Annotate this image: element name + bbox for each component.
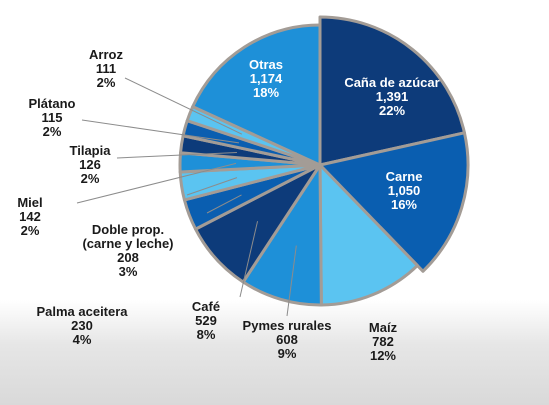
slice-label: Plátano 115 2% — [29, 97, 76, 139]
category-label: Miel — [17, 195, 43, 210]
value-label: 529 — [195, 313, 217, 328]
slice-label: Tilapia 126 2% — [70, 144, 111, 186]
leader-line — [239, 221, 259, 298]
slice-label: Arroz 111 2% — [89, 48, 123, 90]
slice-label: Palma aceitera 230 4% — [36, 305, 127, 347]
slice-label: Pymes rurales 608 9% — [243, 319, 332, 361]
pie-slice — [241, 163, 323, 307]
leader-line — [116, 152, 237, 159]
pie-slice — [318, 131, 470, 273]
slice-label: Caña de azúcar 1,391 22% — [344, 76, 439, 118]
category-label: Caña de azúcar — [344, 75, 440, 90]
percent-label: 2% — [80, 171, 100, 186]
percent-label: 12% — [369, 348, 397, 363]
category-label: Café — [191, 299, 221, 314]
leader-line — [124, 77, 243, 135]
pie-slice — [318, 163, 419, 307]
category-label: Palma aceitera — [36, 304, 128, 319]
leader-line — [286, 245, 297, 317]
pie-slice — [318, 15, 466, 167]
slice-label: Café 529 8% — [192, 300, 220, 342]
slice-label: Carne 1,050 16% — [386, 170, 423, 212]
value-label: 230 — [71, 318, 93, 333]
percent-label: 8% — [196, 327, 216, 342]
percent-label: 9% — [277, 346, 297, 361]
leader-line — [206, 194, 242, 214]
value-label: 1,391 — [375, 89, 409, 104]
slice-label: Doble prop. (carne y leche) 208 3% — [80, 223, 176, 279]
category-label: Plátano — [28, 96, 76, 111]
value-label: 608 — [276, 332, 298, 347]
category-label: Maíz — [368, 320, 398, 335]
value-label: 126 — [79, 157, 101, 172]
value-label: 1,174 — [249, 71, 283, 86]
percent-label: 18% — [252, 85, 280, 100]
slice-label: Otras 1,174 18% — [249, 58, 283, 100]
percent-label: 4% — [72, 332, 92, 347]
slice-label: Maíz 782 12% — [369, 321, 397, 363]
percent-label: 16% — [390, 197, 418, 212]
leader-line — [186, 177, 238, 196]
category-label: Carne — [385, 169, 423, 184]
percent-label: 2% — [42, 124, 62, 139]
value-label: 115 — [41, 110, 63, 125]
category-label: Tilapia — [69, 143, 111, 158]
value-label: 142 — [19, 209, 41, 224]
category-label: Doble prop. (carne y leche) — [82, 222, 174, 251]
leader-line — [76, 162, 237, 204]
pie-slice — [191, 23, 322, 167]
value-label: 208 — [117, 250, 139, 265]
value-label: 1,050 — [387, 183, 421, 198]
category-label: Otras — [249, 57, 283, 72]
slice-label: Miel 142 2% — [17, 196, 42, 238]
percent-label: 3% — [118, 264, 138, 279]
value-label: 782 — [372, 334, 394, 349]
leader-line — [81, 119, 240, 144]
category-label: Pymes rurales — [242, 318, 332, 333]
percent-label: 2% — [96, 75, 116, 90]
percent-label: 22% — [378, 103, 406, 118]
value-label: 111 — [95, 61, 117, 76]
percent-label: 2% — [20, 223, 40, 238]
category-label: Arroz — [89, 47, 123, 62]
